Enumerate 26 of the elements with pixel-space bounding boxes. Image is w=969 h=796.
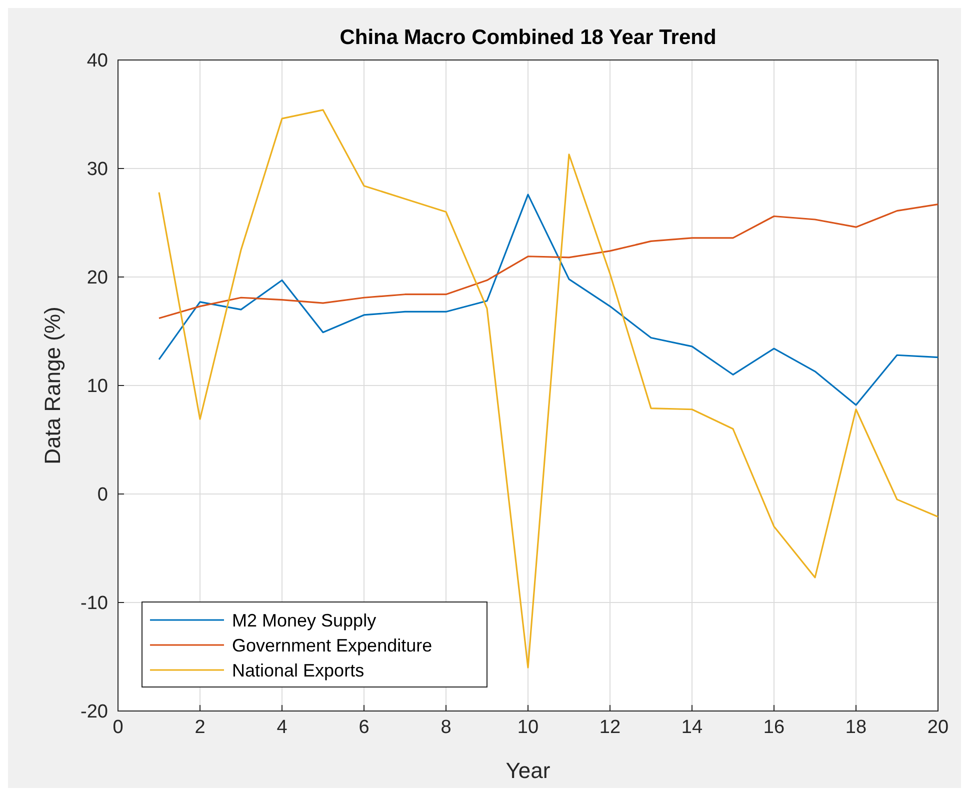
legend-label: National Exports (232, 660, 364, 680)
x-tick-label: 18 (845, 717, 867, 738)
y-tick-label: 10 (86, 376, 108, 398)
x-tick-label: 4 (276, 717, 288, 738)
x-tick-label: 6 (358, 717, 370, 738)
x-tick-label: 2 (194, 717, 206, 738)
line-series (158, 194, 938, 406)
x-tick-label: 0 (112, 717, 124, 738)
legend-label: Government Expenditure (232, 635, 432, 656)
x-tick-label: 14 (681, 717, 703, 738)
y-tick-label: 20 (86, 268, 108, 289)
x-tick-label: 10 (517, 717, 539, 738)
x-tick-label: 16 (763, 717, 785, 738)
y-tick-label: -10 (80, 593, 108, 614)
x-tick-label: 8 (440, 717, 452, 738)
y-tick-label: 0 (97, 484, 108, 506)
legend-label: M2 Money Supply (232, 610, 376, 630)
x-tick-label: 20 (927, 717, 949, 738)
x-tick-label: 12 (599, 717, 621, 738)
x-axis-title: Year (506, 758, 550, 783)
y-tick-label: 40 (86, 50, 108, 72)
chart-title: China Macro Combined 18 Year Trend (340, 26, 716, 49)
y-axis-title: Data Range (%) (40, 306, 65, 464)
y-tick-label: -20 (80, 702, 108, 723)
line-series (158, 204, 938, 320)
y-tick-label: 30 (86, 159, 108, 180)
